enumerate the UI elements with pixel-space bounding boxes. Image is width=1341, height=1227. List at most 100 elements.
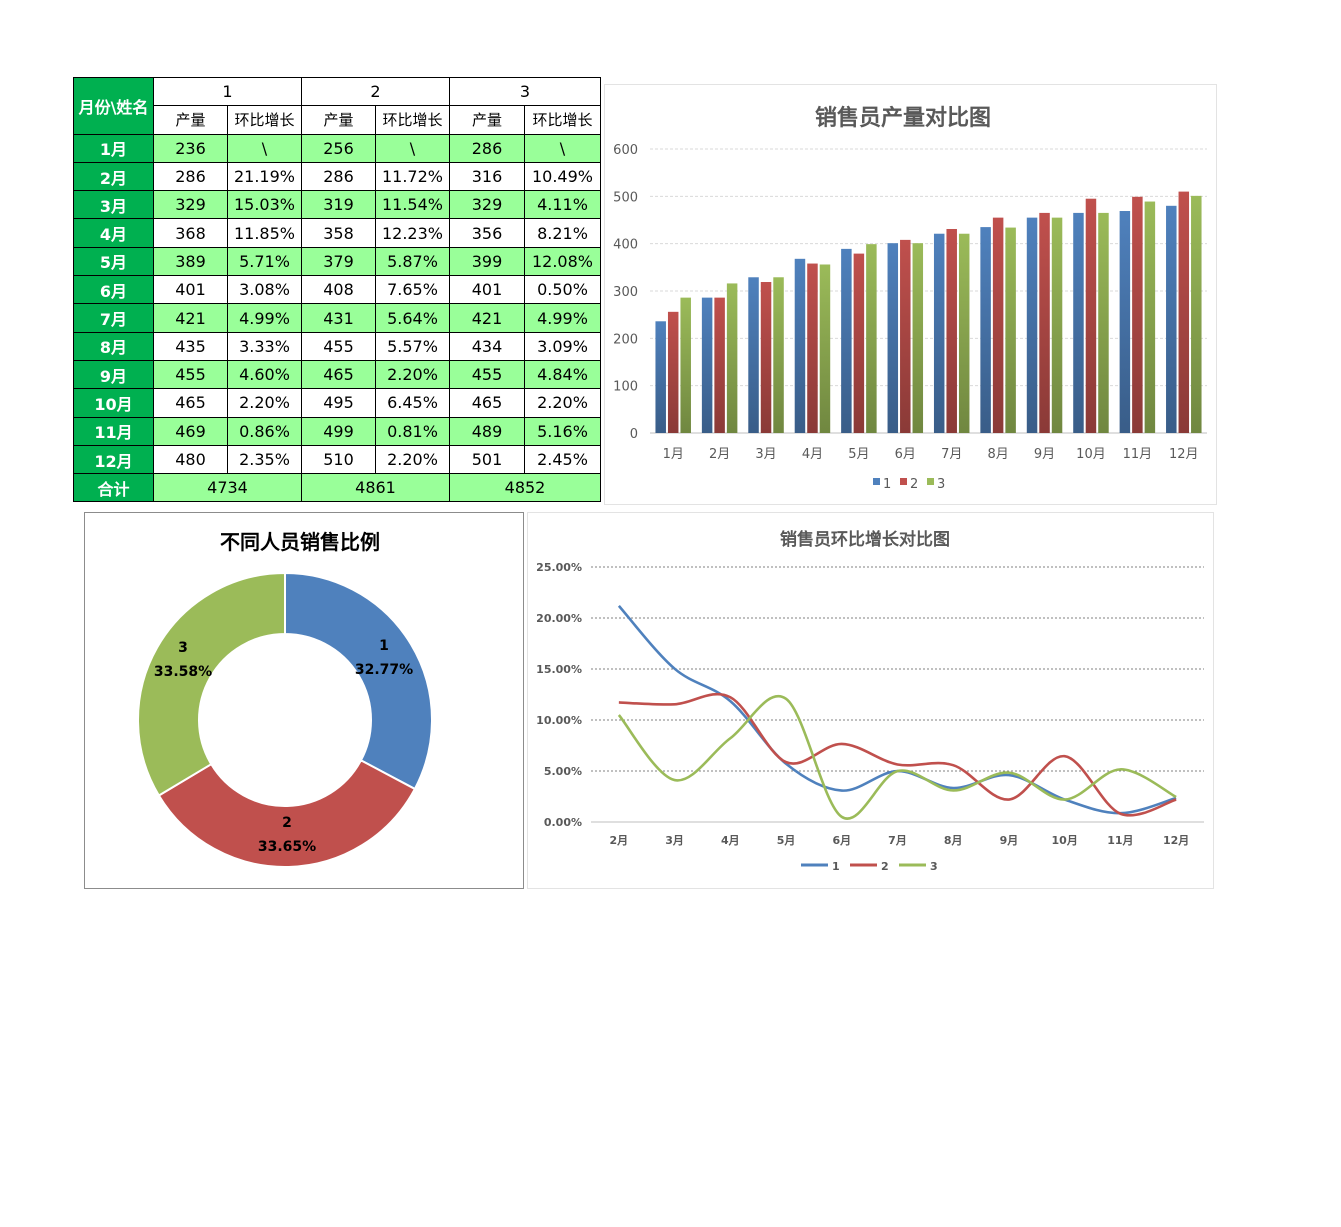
legend-label: 1 — [832, 860, 840, 873]
y-tick-label: 200 — [613, 332, 638, 347]
bar-series-3 — [819, 264, 831, 433]
output-cell: 401 — [449, 275, 525, 305]
growth-cell: 11.72% — [375, 161, 450, 192]
bar-series-3 — [726, 283, 738, 433]
bar-series-1 — [887, 243, 899, 433]
output-cell: 510 — [301, 444, 376, 475]
y-tick-label: 400 — [613, 238, 638, 253]
growth-cell: 2.20% — [227, 388, 302, 418]
legend-label: 3 — [930, 860, 938, 873]
y-tick-label: 15.00% — [536, 663, 582, 676]
output-cell: 431 — [301, 303, 376, 333]
growth-cell: 3.09% — [524, 331, 601, 361]
month-label: 3月 — [73, 190, 154, 220]
month-label: 7月 — [73, 303, 154, 333]
table-row: 9月 455 4.60% 465 2.20% 455 4.84% — [73, 359, 601, 390]
bar-series-1 — [1073, 212, 1084, 433]
line-chart-title: 销售员环比增长对比图 — [780, 529, 950, 550]
table-row: 6月 401 3.08% 408 7.65% 401 0.50% — [73, 275, 601, 305]
bar-series-1 — [794, 258, 806, 433]
month-label: 4月 — [73, 218, 154, 248]
growth-cell: 0.86% — [227, 416, 302, 446]
output-cell: 489 — [449, 416, 525, 446]
x-tick-label: 7月 — [941, 447, 962, 462]
x-tick-label: 5月 — [777, 834, 796, 847]
output-cell: 421 — [153, 303, 228, 333]
month-label: 10月 — [73, 388, 154, 418]
output-cell: 469 — [153, 416, 228, 446]
line-series-1 — [617, 604, 1177, 815]
bar-series-2 — [1132, 196, 1143, 433]
legend-label: 2 — [910, 477, 918, 492]
x-tick-label: 11月 — [1123, 447, 1153, 462]
growth-cell: 2.20% — [524, 388, 601, 418]
donut-chart-title: 不同人员销售比例 — [220, 530, 380, 554]
x-tick-label: 12月 — [1169, 447, 1199, 462]
x-tick-label: 3月 — [665, 834, 684, 847]
growth-cell: 5.57% — [375, 331, 450, 361]
output-cell: 286 — [153, 161, 228, 192]
growth-cell: 3.08% — [227, 275, 302, 305]
growth-cell: 5.16% — [524, 416, 601, 446]
corner-header: 月份\姓名 — [73, 77, 154, 135]
line-series-3 — [617, 695, 1177, 820]
growth-header: 环比增长 — [524, 105, 601, 135]
x-tick-label: 6月 — [832, 834, 851, 847]
bar-series-1 — [1026, 217, 1038, 433]
growth-cell: 5.87% — [375, 246, 450, 277]
donut-slice-1 — [284, 571, 433, 791]
growth-cell: 0.50% — [524, 275, 601, 305]
legend-swatch — [900, 478, 907, 485]
growth-cell: 0.81% — [375, 416, 450, 446]
x-tick-label: 9月 — [1000, 834, 1019, 847]
bar-series-1 — [701, 297, 713, 433]
output-cell: 435 — [153, 331, 228, 361]
output-cell: 399 — [449, 246, 525, 277]
growth-cell: 15.03% — [227, 190, 302, 220]
growth-cell: 6.45% — [375, 388, 450, 418]
x-tick-label: 12月 — [1163, 834, 1189, 847]
x-tick-label: 7月 — [888, 834, 907, 847]
bar-series-2 — [1085, 198, 1097, 433]
table-row: 11月 469 0.86% 499 0.81% 489 5.16% — [73, 416, 601, 446]
donut-chart: 不同人员销售比例 1 32.77% 2 33.65% 3 33.58% — [137, 530, 433, 868]
y-tick-label: 0.00% — [544, 816, 582, 829]
total-value: 4852 — [449, 473, 601, 503]
bar-series-1 — [933, 233, 945, 433]
output-cell: 356 — [449, 218, 525, 248]
y-tick-label: 5.00% — [544, 765, 582, 778]
bar-series-1 — [980, 227, 991, 433]
bar-series-2 — [900, 239, 911, 433]
growth-header: 环比增长 — [227, 105, 302, 135]
bar-series-3 — [1051, 217, 1063, 433]
month-label: 6月 — [73, 275, 154, 305]
bar-chart-panel: 销售员产量对比图 0 100 200 300 400 500 600 1月 2月 3月 4月 5月 6月… — [604, 84, 1217, 505]
bar-series-1 — [655, 321, 666, 433]
output-cell: 465 — [449, 388, 525, 418]
line-chart-panel: 销售员环比增长对比图 0.00% 5.00% 10.00% 15.00% 20.00% 2… — [527, 512, 1214, 889]
output-cell: 236 — [153, 133, 228, 163]
x-tick-label: 4月 — [802, 447, 823, 462]
output-header: 产量 — [301, 105, 376, 135]
growth-header: 环比增长 — [375, 105, 450, 135]
output-cell: 480 — [153, 444, 228, 475]
x-tick-label: 10月 — [1052, 834, 1078, 847]
total-value: 4861 — [301, 473, 450, 503]
output-cell: 256 — [301, 133, 376, 163]
slice-label: 1 — [379, 638, 389, 654]
output-cell: 401 — [153, 275, 228, 305]
legend-swatch — [873, 478, 880, 485]
output-cell: 379 — [301, 246, 376, 277]
bar-series-2 — [760, 282, 772, 433]
bar-series-3 — [1005, 227, 1016, 433]
bar-series-2 — [946, 228, 957, 433]
sales-data-table: 月份\姓名 1 2 3 产量 环比增长 产量 环比增长 产量 环比增长 1月 23… — [73, 76, 601, 503]
legend-label: 1 — [883, 477, 891, 492]
bar-series-2 — [853, 253, 865, 433]
growth-cell: 2.20% — [375, 444, 450, 475]
output-cell: 501 — [449, 444, 525, 475]
y-tick-label: 600 — [613, 143, 638, 158]
growth-cell: \ — [227, 133, 302, 163]
slice-percent: 33.58% — [154, 664, 212, 680]
growth-cell: 3.33% — [227, 331, 302, 361]
